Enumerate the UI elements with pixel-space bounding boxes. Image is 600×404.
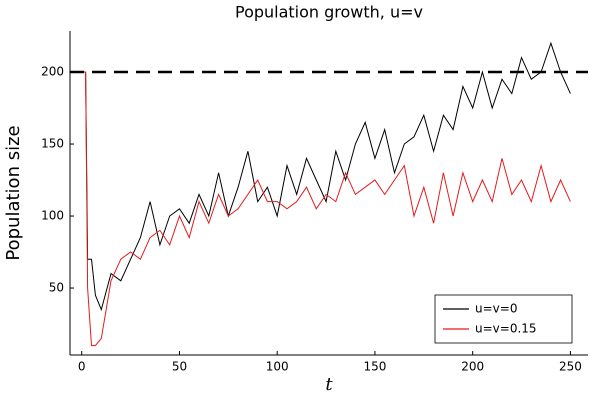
series-line: [83, 41, 571, 312]
legend-box: [434, 294, 573, 344]
chart-title: Population growth, u=v: [235, 3, 423, 22]
series-line: [83, 71, 571, 347]
legend-label: u=v=0.15: [475, 322, 537, 336]
y-tick-label: 200: [41, 65, 64, 79]
x-tick-label: 200: [461, 360, 484, 374]
x-tick-label: 150: [363, 360, 386, 374]
y-tick-label: 100: [41, 209, 64, 223]
y-axis-label: Population size: [3, 125, 24, 260]
x-tick-label: 250: [559, 360, 582, 374]
x-axis-label: t: [325, 374, 333, 395]
y-tick-label: 50: [49, 281, 64, 295]
y-tick-label: 150: [41, 137, 64, 151]
x-tick-label: 100: [266, 360, 289, 374]
legend-label: u=v=0: [475, 302, 517, 316]
x-tick-label: 50: [172, 360, 187, 374]
x-tick-label: 0: [78, 360, 86, 374]
